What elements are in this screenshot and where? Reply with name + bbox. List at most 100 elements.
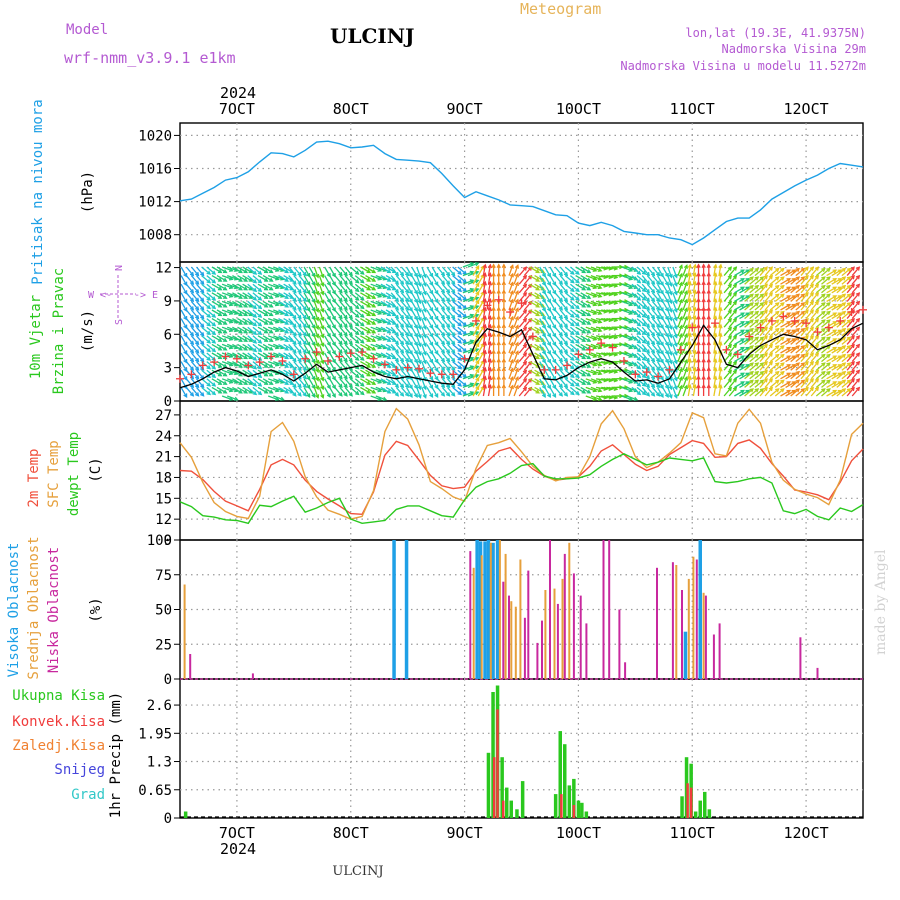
wind-arrow-head xyxy=(558,297,564,303)
wind-arrow xyxy=(308,275,316,286)
wind-arrow-head xyxy=(343,280,348,285)
wind-arrow xyxy=(754,276,764,285)
wind-arrow-head xyxy=(366,329,372,334)
wind-arrow xyxy=(180,352,188,363)
wind-arrow xyxy=(467,296,479,303)
wind-arrow xyxy=(416,326,422,338)
wind-arrow-head xyxy=(718,306,723,312)
model-label: Model xyxy=(66,22,108,38)
wind-arrow-head xyxy=(692,383,697,389)
wind-arrow-head xyxy=(527,266,533,271)
wind-arrow xyxy=(201,369,211,378)
wind-arrow xyxy=(585,369,597,375)
wind-arrow-head xyxy=(740,278,745,283)
wind-arrow xyxy=(513,273,519,285)
wind-arrow xyxy=(606,343,618,347)
wind-arrow-head xyxy=(487,272,493,277)
precip-bar-1 xyxy=(505,787,509,818)
wind-arrow xyxy=(692,350,696,362)
wind-arrow xyxy=(318,326,324,338)
wind-arrow-head xyxy=(252,322,258,327)
wind-arrow-head xyxy=(570,279,575,284)
cloud-bar-2 xyxy=(687,578,690,679)
wind-arrow xyxy=(232,318,243,325)
wind-arrow-head xyxy=(687,332,692,338)
wind-arrow-head xyxy=(263,303,269,308)
wind-arrow-head xyxy=(673,325,678,331)
wind-arrow xyxy=(232,386,243,394)
wind-arrow xyxy=(339,326,348,337)
wind-arrow xyxy=(513,308,519,319)
wind-arrow xyxy=(734,372,745,380)
wind-arrow xyxy=(405,387,413,398)
wind-arrow xyxy=(805,369,814,380)
wind-arrow xyxy=(800,266,809,277)
wind-arrow xyxy=(370,343,382,349)
wind-arrow-head xyxy=(821,267,826,273)
wind-arrow xyxy=(273,335,284,341)
wind-arrow xyxy=(477,274,485,285)
wind-arrow-head xyxy=(297,340,302,346)
wind-arrow xyxy=(601,283,613,287)
wind-arrow xyxy=(544,275,551,286)
wind-arrow-head xyxy=(841,345,847,350)
wind-arrow xyxy=(554,361,563,371)
wind-arrow-head xyxy=(514,350,519,355)
wind-arrow-head xyxy=(217,355,223,360)
wind-arrow-head xyxy=(263,320,269,325)
wind-arrow xyxy=(636,309,646,318)
wind-arrow xyxy=(764,352,773,363)
wind-arrow-head xyxy=(522,326,528,331)
wind-arrow-head xyxy=(360,356,365,361)
wind-arrow xyxy=(529,378,540,385)
wind-arrow-head xyxy=(440,289,446,294)
wind-arrow-head xyxy=(527,369,533,374)
wind-arrow-head xyxy=(692,375,697,381)
wind-arrow xyxy=(421,335,427,347)
wind-arrow xyxy=(380,309,391,317)
wind-arrow xyxy=(692,264,696,276)
wind-arrow xyxy=(687,350,691,362)
wind-arrow xyxy=(713,359,717,371)
wind-arrow-head xyxy=(636,279,642,284)
wind-arrow-head xyxy=(284,320,290,325)
wind-arrow xyxy=(334,266,343,276)
wind-arrow-head xyxy=(754,336,760,341)
wind-arrow xyxy=(795,268,805,277)
wind-arrow-head xyxy=(355,322,360,327)
wind-arrow xyxy=(744,276,754,285)
wind-arrow-head xyxy=(727,386,733,392)
wind-arrow-head xyxy=(795,267,801,273)
wind-arrow xyxy=(477,265,485,276)
wind-arrow-head xyxy=(343,332,348,337)
wind-arrow xyxy=(631,292,641,301)
wind-arrow-head xyxy=(636,322,642,327)
compass-west: W <- xyxy=(88,290,112,301)
wind-arrow-head xyxy=(399,357,405,363)
wind-arrow-head xyxy=(348,340,353,346)
wind-arrow-head xyxy=(527,317,533,323)
wind-arrow-head xyxy=(732,300,738,306)
cloud-bar-3 xyxy=(251,673,254,679)
wind-arrow xyxy=(656,344,664,355)
wind-arrow xyxy=(232,378,243,385)
wind-arrow-head xyxy=(826,276,831,281)
wind-arrow-head xyxy=(284,329,290,334)
wind-arrow-head xyxy=(701,340,706,346)
wind-arrow xyxy=(672,326,678,338)
y-tick-label: 3 xyxy=(164,361,172,377)
wind-arrow xyxy=(805,283,814,294)
wind-arrow xyxy=(303,318,311,329)
wind-arrow-head xyxy=(832,355,838,360)
wind-arrow-head xyxy=(263,380,269,385)
wind-arrow xyxy=(380,326,391,334)
wind-arrow-head xyxy=(404,289,410,294)
wind-arrow-head xyxy=(687,289,692,295)
wind-arrow xyxy=(242,352,253,360)
wind-arrow-head xyxy=(696,297,701,303)
cloud-bar-2 xyxy=(498,540,501,679)
wind-arrow-head xyxy=(575,382,580,387)
wind-arrow-head xyxy=(371,277,377,282)
wind-arrow xyxy=(559,309,568,319)
wind-arrow-head xyxy=(451,375,456,380)
